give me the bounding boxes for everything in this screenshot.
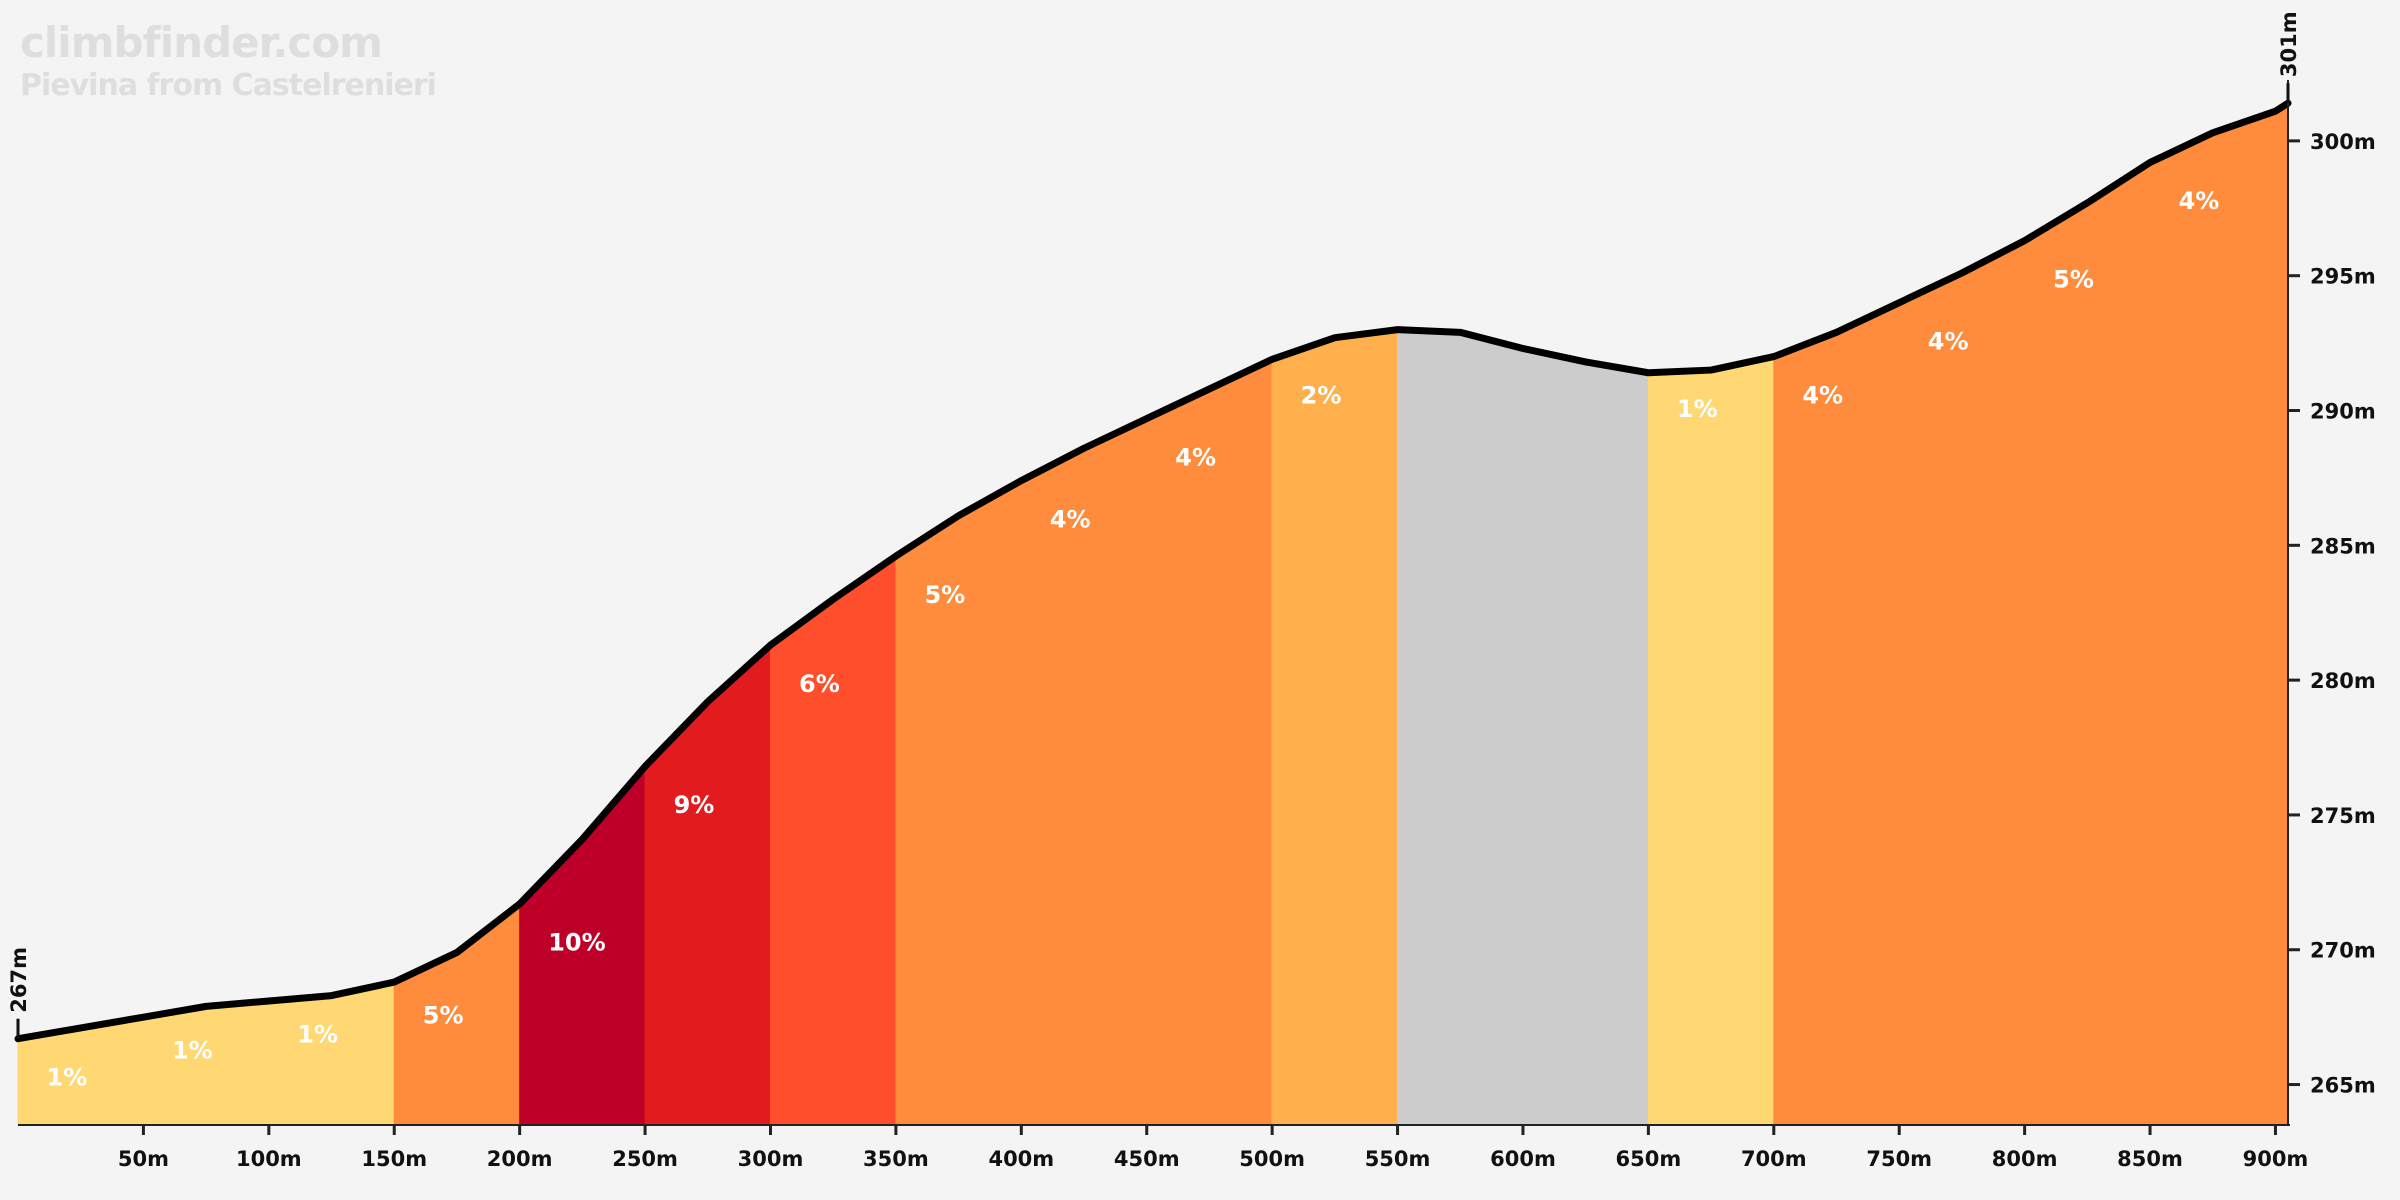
end-markers: 267m 301m [7,11,2301,1039]
y-tick-label-2: 270m [2310,939,2376,963]
x-tick-label-2: 100m [236,1147,302,1171]
y-tick-label-8: 300m [2310,130,2376,154]
grade-label-9: 4% [1050,505,1091,533]
y-tick-label-1: 265m [2310,1074,2376,1098]
x-tick-label-7: 350m [863,1147,929,1171]
y-tick-label-5: 285m [2310,534,2376,558]
grade-label-4: 5% [423,1001,464,1029]
x-tick-label-4: 200m [487,1147,553,1171]
y-tick-label-3: 275m [2310,804,2376,828]
x-tick-label-8: 400m [988,1147,1054,1171]
grade-segment-10 [1773,102,2289,1126]
start-elevation-label: 267m [7,947,31,1013]
y-tick-label-4: 280m [2310,669,2376,693]
grade-label-7: 6% [799,670,840,698]
x-tick-label-6: 300m [738,1147,804,1171]
x-tick-label-12: 600m [1490,1147,1556,1171]
grade-label-5: 10% [548,929,605,957]
x-tick-label-16: 800m [1992,1147,2058,1171]
watermark-site: climbfinder.com [20,18,383,67]
elevation-profile-line [14,99,2292,1043]
grade-label-14: 4% [1928,327,1969,355]
x-axis: 50m 100m 150m 200m 250m 300m 350m 400m 450m 500m 5… [18,1124,2309,1171]
grade-segment-9 [1647,355,1775,1126]
x-tick-label-9: 450m [1114,1147,1180,1171]
y-tick-label-7: 295m [2310,265,2376,289]
x-tick-label-14: 700m [1741,1147,1807,1171]
x-tick-label-11: 550m [1365,1147,1431,1171]
grade-label-13: 4% [1802,381,1843,409]
grade-label-8: 5% [924,581,965,609]
grade-labels: 1% 1% 1% 5% 10% 9% 6% 5% 4% 4% 2% 1% 4% 4% 5% 4% [47,187,2220,1091]
x-tick-label-15: 750m [1866,1147,1932,1171]
grade-segment-8 [1397,329,1649,1126]
x-tick-label-1: 50m [118,1147,169,1171]
grade-label-11: 2% [1301,381,1342,409]
y-tick-label-6: 290m [2310,400,2376,424]
grade-label-1: 1% [47,1063,88,1091]
grade-segment-4 [644,643,771,1126]
watermark-climb-name: Pievina from Castelrenieri [20,68,437,103]
grade-label-2: 1% [172,1037,213,1065]
grade-label-15: 5% [2053,265,2094,293]
end-elevation-label: 301m [2277,11,2301,77]
y-axis: 265m 270m 275m 280m 285m 290m 295m 300m [2287,80,2376,1125]
grade-label-16: 4% [2179,187,2220,215]
grade-label-3: 1% [297,1020,338,1048]
x-tick-label-13: 650m [1616,1147,1682,1171]
grade-label-6: 9% [674,791,715,819]
grade-label-12: 1% [1677,395,1718,423]
x-tick-label-3: 150m [361,1147,427,1171]
x-tick-label-5: 250m [612,1147,678,1171]
grade-segments [17,102,2289,1126]
grade-segment-5 [769,555,897,1126]
grade-segment-6 [895,358,1273,1126]
x-tick-label-17: 850m [2117,1147,2183,1171]
x-tick-label-18: 900m [2243,1147,2309,1171]
grade-segment-7 [1271,329,1399,1126]
grade-label-10: 4% [1175,443,1216,471]
x-tick-label-10: 500m [1239,1147,1305,1171]
